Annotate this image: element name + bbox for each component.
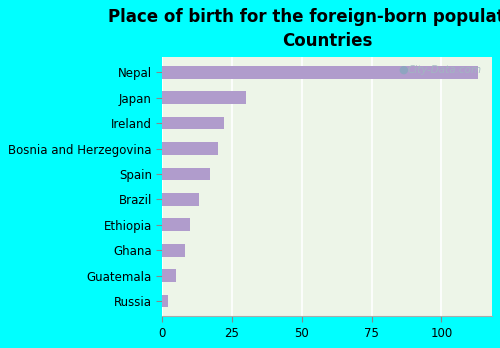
Bar — [162, 244, 184, 256]
Text: ●: ● — [398, 65, 407, 75]
Bar — [162, 117, 224, 129]
Text: City-Data.com: City-Data.com — [408, 65, 482, 75]
Bar — [162, 193, 198, 206]
Bar — [162, 92, 246, 104]
Bar — [162, 295, 168, 307]
Bar — [162, 168, 210, 180]
Bar — [162, 219, 190, 231]
Bar — [162, 142, 218, 155]
Bar — [162, 269, 176, 282]
Bar — [162, 66, 478, 79]
Title: Place of birth for the foreign-born population -
Countries: Place of birth for the foreign-born popu… — [108, 8, 500, 50]
